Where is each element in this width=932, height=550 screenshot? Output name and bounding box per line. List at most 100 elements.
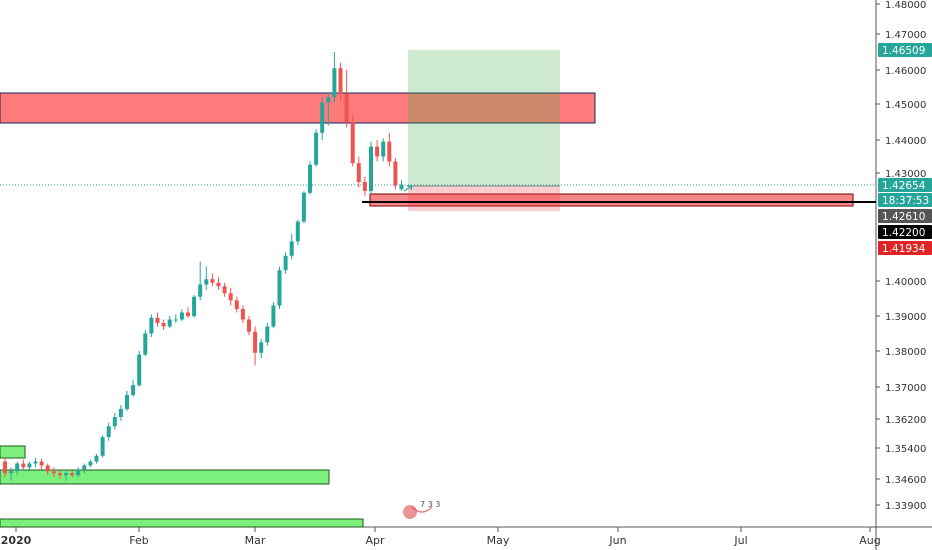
demand-zone-middle [0, 469, 330, 485]
time-tick-label: Feb [129, 534, 148, 547]
time-tick-label: Jun [608, 534, 626, 547]
price-tag [878, 225, 932, 239]
candle-body [88, 461, 93, 466]
candle-body [70, 473, 75, 476]
price-tag-label: 1.41934 [882, 243, 926, 255]
candle-body [375, 146, 380, 157]
candle-body [143, 333, 148, 355]
time-tick-label: Apr [365, 534, 385, 547]
price-tick-label: 1.35400 [885, 444, 926, 455]
price-tick-label: 1.38000 [885, 347, 926, 358]
demand-zone-lower [0, 518, 364, 528]
price-tag-label: 18:37:53 [882, 195, 929, 207]
candle-body [27, 463, 32, 468]
candle-body [216, 282, 221, 287]
candle-body [253, 331, 258, 353]
logo-text: 7 3 3 [420, 500, 440, 509]
candle-body [33, 461, 38, 464]
position-profit-area[interactable] [408, 50, 560, 186]
logo-swoosh-icon [411, 506, 433, 513]
candle-body [283, 255, 288, 271]
price-tag-label: 1.42200 [882, 227, 925, 239]
price-tag-label: 1.42654 [882, 180, 926, 192]
candle-body [131, 385, 136, 395]
candle-body [192, 296, 197, 316]
candle-body [234, 300, 239, 309]
candle-body [320, 102, 325, 133]
candle-body [393, 161, 398, 186]
candle-body [64, 473, 68, 476]
candle-body [94, 455, 99, 462]
price-tick-label: 1.40000 [885, 277, 926, 288]
candle-body [387, 141, 392, 162]
candle-body [155, 317, 160, 323]
price-tag-label: 1.46509 [882, 45, 925, 57]
time-tick-label: Jul [733, 534, 747, 547]
time-tick-label: Mar [245, 534, 266, 547]
candle-body [137, 354, 142, 386]
candle-body [3, 461, 7, 474]
candle-body [222, 286, 227, 294]
candle-body [399, 184, 404, 190]
candle-body [45, 465, 50, 472]
candle-body [228, 293, 233, 301]
price-tag [878, 209, 932, 223]
cursor-arrow-icon [403, 185, 413, 192]
candle-body [82, 465, 87, 470]
supply-zone [0, 92, 596, 124]
price-tag-label: 1.42610 [882, 211, 925, 223]
candle-body [21, 463, 26, 468]
candle-body [76, 469, 81, 476]
candle-body [277, 270, 282, 306]
price-tag [878, 193, 932, 207]
demand-zone-upper [0, 445, 26, 459]
price-tag [878, 241, 932, 255]
candle-body [161, 323, 166, 327]
candle-body [344, 93, 349, 122]
candle-body [314, 132, 319, 165]
price-tick-label: 1.36200 [885, 415, 926, 426]
candle-body [39, 461, 44, 466]
candle-body [289, 241, 294, 256]
candle-body [198, 284, 203, 297]
price-tick-label: 1.33900 [885, 501, 926, 512]
candle-body [118, 409, 123, 417]
candle-body [149, 317, 154, 334]
candle-body [15, 463, 20, 472]
candle-body [173, 319, 178, 321]
candle-body [210, 279, 215, 283]
candle-body [295, 221, 300, 242]
candle-body [186, 312, 190, 316]
candle-body [356, 163, 361, 182]
candle-body [259, 342, 264, 353]
candle-body [332, 68, 337, 98]
candle-body [338, 68, 343, 94]
candle-body [308, 164, 312, 193]
candle-body [204, 279, 209, 285]
candle-body [51, 471, 56, 474]
candle-body [301, 192, 306, 222]
price-tick-label: 1.44000 [885, 136, 926, 147]
price-tick-label: 1.46000 [885, 66, 926, 77]
candle-body [240, 309, 245, 320]
candle-body [381, 141, 386, 157]
candle-body [167, 319, 172, 327]
candle-body [247, 319, 251, 332]
candle-body [271, 305, 276, 327]
position-loss-area[interactable] [408, 186, 560, 211]
candle-body [179, 312, 184, 320]
time-tick-label: Aug [859, 534, 880, 547]
price-tick-label: 1.43000 [885, 169, 926, 180]
candle-body [326, 97, 331, 103]
price-tick-label: 1.37000 [885, 383, 926, 394]
candle-body [265, 326, 270, 343]
candle-body [106, 426, 111, 438]
candle-body [57, 473, 62, 476]
price-tick-label: 1.47000 [885, 30, 926, 41]
time-tick-label: 2020 [1, 534, 32, 547]
price-tick-label: 1.39000 [885, 312, 926, 323]
candle-body [369, 146, 373, 191]
candle-body [362, 182, 367, 191]
price-tag [878, 43, 932, 57]
